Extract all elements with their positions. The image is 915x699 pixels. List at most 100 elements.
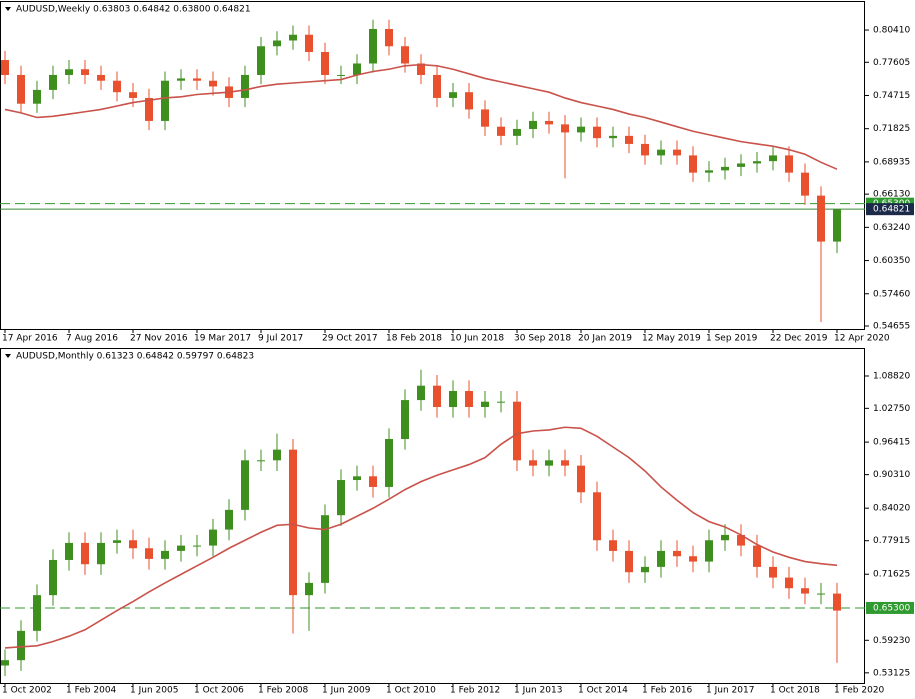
price-level-label: 0.65300: [873, 603, 910, 613]
candle-body: [401, 400, 409, 439]
x-tick-label: 1 Oct 2014: [578, 686, 628, 696]
x-tick-label: 1 Feb 2016: [642, 686, 693, 696]
candle-body: [417, 63, 425, 75]
x-tick-label: 1 Jun 2017: [706, 686, 754, 696]
candle-body: [769, 566, 777, 578]
candle-body: [529, 460, 537, 466]
y-tick-label: 1.02750: [873, 404, 910, 414]
candle-body: [801, 588, 809, 594]
candle-body: [369, 476, 377, 487]
candle-body: [673, 149, 681, 156]
candle-body: [129, 540, 137, 549]
candle-body: [369, 29, 377, 64]
candle-body: [385, 438, 393, 487]
candle-body: [177, 545, 185, 551]
candle-body: [49, 559, 57, 596]
candle-body: [305, 582, 313, 596]
y-tick-label: 0.63240: [873, 223, 910, 233]
candle-body: [49, 74, 57, 90]
candle-body: [257, 460, 265, 462]
candle-body: [465, 92, 473, 110]
candle-body: [641, 143, 649, 156]
chart-title: AUDUSD,Monthly 0.61323 0.64842 0.59797 0…: [16, 352, 254, 362]
y-tick-label: 0.77915: [873, 536, 910, 546]
x-tick-label: 29 Oct 2017: [322, 334, 378, 344]
y-tick-label: 0.53125: [873, 668, 910, 678]
candle-body: [321, 515, 329, 583]
y-tick-label: 0.66130: [873, 190, 910, 200]
candle-body: [401, 46, 409, 64]
candle-body: [209, 80, 217, 87]
x-tick-label: 1 Feb 2020: [834, 686, 885, 696]
candle-body: [641, 566, 649, 573]
candle-body: [561, 124, 569, 133]
moving-average: [4, 63, 838, 170]
x-tick-label: 10 Jun 2018: [450, 334, 504, 344]
candle-body: [593, 492, 601, 541]
y-tick-label: 0.71825: [873, 124, 910, 134]
candle-body: [721, 166, 729, 171]
title-icon: [5, 7, 11, 11]
candle-body: [785, 577, 793, 589]
candle-body: [33, 595, 41, 631]
candle-body: [481, 401, 489, 408]
candle-body: [689, 155, 697, 173]
candle-body: [801, 172, 809, 196]
candle-body: [273, 40, 281, 47]
candle-body: [737, 534, 745, 546]
candle-body: [465, 391, 473, 408]
candle-body: [113, 80, 121, 93]
candle-body: [529, 120, 537, 129]
candle-body: [65, 542, 73, 560]
candle-body: [241, 74, 249, 98]
candle-body: [817, 195, 825, 242]
y-tick-label: 0.68935: [873, 157, 910, 167]
x-tick-label: 17 Apr 2016: [2, 334, 58, 344]
candle-body: [737, 163, 745, 167]
x-tick-label: 1 Feb 2004: [66, 686, 117, 696]
candle-body: [545, 120, 553, 125]
y-tick-label: 0.54655: [873, 321, 910, 331]
x-tick-label: 1 Oct 2006: [194, 686, 244, 696]
candle-body: [97, 74, 105, 81]
candle-body: [1, 660, 9, 666]
x-tick-label: 1 Jun 2009: [322, 686, 371, 696]
candle-body: [289, 449, 297, 596]
candle-body: [545, 460, 553, 466]
x-tick-label: 1 Jun 2005: [130, 686, 178, 696]
candle-body: [337, 480, 345, 516]
candle-body: [817, 593, 825, 595]
candle-body: [689, 556, 697, 562]
y-tick-label: 0.71625: [873, 570, 910, 580]
y-tick-label: 0.90310: [873, 470, 910, 480]
candle-body: [561, 460, 569, 466]
candle-body: [65, 69, 73, 75]
candle-body: [161, 550, 169, 559]
y-tick-label: 0.80410: [873, 26, 910, 36]
candle-body: [241, 460, 249, 510]
x-tick-label: 1 Feb 2008: [258, 686, 309, 696]
x-tick-label: 27 Nov 2016: [130, 334, 188, 344]
candle-body: [145, 97, 153, 121]
candle-body: [353, 63, 361, 75]
candle-body: [657, 149, 665, 156]
x-tick-label: 22 Dec 2019: [770, 334, 828, 344]
candle-body: [657, 550, 665, 567]
price-level-label: 0.64821: [873, 205, 910, 215]
candle-body: [433, 385, 441, 408]
candle-body: [321, 51, 329, 75]
candle-body: [449, 391, 457, 408]
y-tick-label: 0.96415: [873, 438, 910, 448]
candle-body: [113, 540, 121, 543]
candle-body: [17, 74, 25, 104]
candle-body: [753, 161, 761, 164]
candle-body: [609, 540, 617, 551]
candle-body: [753, 545, 761, 567]
y-tick-label: 0.74715: [873, 91, 910, 101]
candle-body: [289, 34, 297, 41]
x-tick-label: 18 Feb 2018: [386, 334, 442, 344]
candle-body: [609, 135, 617, 139]
candle-body: [449, 92, 457, 98]
